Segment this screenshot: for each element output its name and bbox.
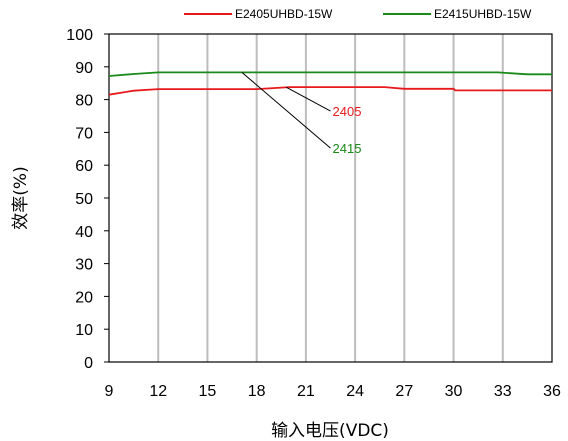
y-tick-label: 10 bbox=[75, 322, 93, 339]
x-tick-label: 18 bbox=[248, 383, 266, 400]
x-tick-label: 24 bbox=[346, 383, 364, 400]
legend-label: E2415UHBD-15W bbox=[434, 7, 532, 21]
x-tick-label: 27 bbox=[395, 383, 413, 400]
x-tick-label: 21 bbox=[297, 383, 315, 400]
series-line-1 bbox=[108, 86, 552, 96]
x-tick-label: 9 bbox=[105, 383, 114, 400]
y-tick-label: 40 bbox=[75, 224, 93, 241]
legend: E2405UHBD-15W E2415UHBD-15W bbox=[184, 7, 532, 21]
annotation-leader-line bbox=[241, 71, 331, 149]
y-axis-ticks: 0 10 20 30 40 50 60 70 80 90 100 bbox=[66, 27, 109, 372]
x-tick-label: 12 bbox=[149, 383, 167, 400]
y-tick-label: 90 bbox=[75, 60, 93, 77]
y-tick-label: 80 bbox=[75, 93, 93, 110]
x-tick-label: 33 bbox=[494, 383, 512, 400]
series-annotations: 2405 2415 bbox=[241, 71, 362, 156]
y-tick-label: 20 bbox=[75, 289, 93, 306]
y-tick-label: 30 bbox=[75, 257, 93, 274]
y-tick-label: 60 bbox=[75, 158, 93, 175]
y-tick-label: 70 bbox=[75, 125, 93, 142]
y-axis-label: 效率(%) bbox=[11, 166, 31, 229]
y-tick-label: 50 bbox=[75, 191, 93, 208]
legend-label: E2405UHBD-15W bbox=[235, 7, 333, 21]
series-line-2 bbox=[108, 71, 552, 77]
annotation-leader-line bbox=[285, 86, 331, 112]
series-lines bbox=[108, 71, 552, 96]
x-axis-label: 输入电压(VDC) bbox=[271, 421, 389, 441]
x-tick-label: 15 bbox=[199, 383, 217, 400]
annotation-label: 2405 bbox=[333, 104, 362, 119]
x-tick-label: 36 bbox=[543, 383, 561, 400]
x-axis-ticks: 9 12 15 18 21 24 27 30 33 36 bbox=[105, 383, 561, 400]
annotation-label: 2415 bbox=[333, 141, 362, 156]
y-tick-label: 0 bbox=[84, 355, 93, 372]
y-tick-label: 100 bbox=[66, 27, 93, 44]
x-tick-label: 30 bbox=[445, 383, 463, 400]
